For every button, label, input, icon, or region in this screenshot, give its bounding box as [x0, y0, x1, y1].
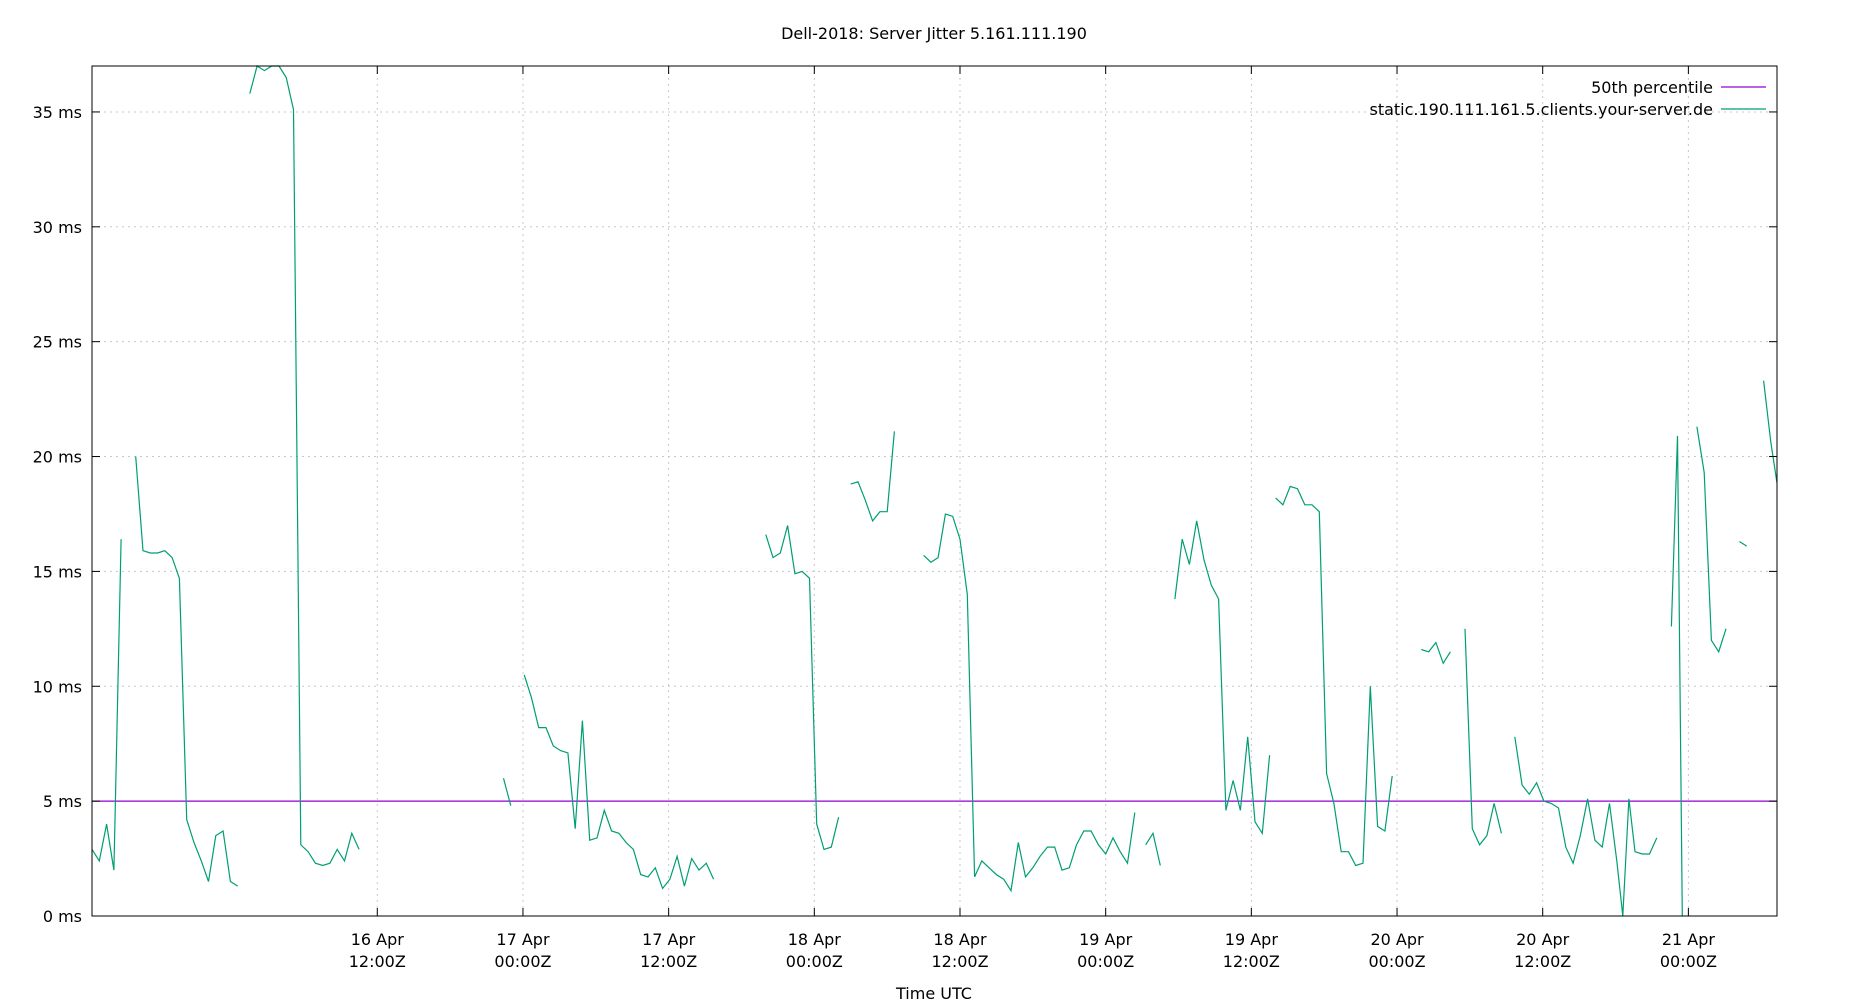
x-tick-label-date: 19 Apr — [1079, 930, 1133, 949]
jitter-line-segment — [1174, 520, 1271, 836]
jitter-line-segment — [1696, 426, 1727, 654]
x-tick-label-time: 00:00Z — [1077, 952, 1134, 971]
x-tick-label-date: 17 Apr — [496, 930, 550, 949]
jitter-line-segment — [1145, 831, 1161, 866]
series-layer — [91, 65, 1778, 917]
jitter-line-segment — [91, 539, 122, 871]
jitter-line-segment — [923, 513, 1136, 893]
legend-label: 50th percentile — [1591, 78, 1713, 97]
jitter-line-segment — [249, 65, 360, 867]
chart-title: Dell-2018: Server Jitter 5.161.111.190 — [781, 24, 1087, 43]
jitter-line-segment — [850, 431, 895, 523]
jitter-line-segment — [523, 674, 715, 890]
x-axis-label: Time UTC — [895, 984, 972, 1000]
x-tick-label-date: 17 Apr — [642, 930, 696, 949]
x-tick-label-time: 00:00Z — [1368, 952, 1425, 971]
y-tick-label: 30 ms — [33, 218, 82, 237]
x-tick-label-date: 18 Apr — [788, 930, 842, 949]
x-tick-label-time: 12:00Z — [931, 952, 988, 971]
jitter-line-segment — [1421, 641, 1451, 665]
jitter-line-segment — [1763, 380, 1778, 484]
x-tick-label-date: 21 Apr — [1662, 930, 1716, 949]
legend-label: static.190.111.161.5.clients.your-server… — [1369, 100, 1713, 119]
y-tick-label: 35 ms — [33, 103, 82, 122]
y-tick-label: 25 ms — [33, 333, 82, 352]
plot-frame — [91, 65, 1778, 917]
y-tick-label: 20 ms — [33, 448, 82, 467]
jitter-line-segment — [765, 525, 840, 851]
y-axis: 0 ms 5 ms 10 ms 15 ms 20 ms 25 ms 30 ms 35 ms — [33, 103, 1777, 926]
jitter-line-segment — [1275, 485, 1393, 867]
x-tick-label-date: 18 Apr — [933, 930, 987, 949]
y-tick-label: 10 ms — [33, 677, 82, 696]
x-tick-label-time: 00:00Z — [494, 952, 551, 971]
jitter-line-segment — [1739, 540, 1748, 547]
jitter-line-segment — [135, 456, 239, 887]
x-tick-label-time: 00:00Z — [786, 952, 843, 971]
x-tick-label-time: 12:00Z — [1514, 952, 1571, 971]
jitter-line-segment — [502, 778, 512, 806]
x-tick-label-date: 20 Apr — [1516, 930, 1570, 949]
x-tick-label-date: 16 Apr — [351, 930, 405, 949]
x-tick-label-time: 12:00Z — [1223, 952, 1280, 971]
jitter-line-segment — [1670, 435, 1683, 917]
x-tick-label-date: 20 Apr — [1370, 930, 1424, 949]
jitter-line-segment — [1464, 628, 1502, 846]
jitter-line-segment — [1514, 736, 1658, 917]
x-tick-label-date: 19 Apr — [1225, 930, 1279, 949]
legend: 50th percentile static.190.111.161.5.clie… — [1369, 78, 1766, 119]
y-tick-label: 0 ms — [43, 907, 82, 926]
x-axis: 16 Apr 12:00Z 17 Apr 00:00Z 17 Apr 12:00Z 18 A… — [349, 66, 1717, 971]
x-tick-label-time: 12:00Z — [640, 952, 697, 971]
y-tick-label: 15 ms — [33, 562, 82, 581]
x-tick-label-time: 00:00Z — [1660, 952, 1717, 971]
y-tick-label: 5 ms — [43, 792, 82, 811]
x-tick-label-time: 12:00Z — [349, 952, 406, 971]
